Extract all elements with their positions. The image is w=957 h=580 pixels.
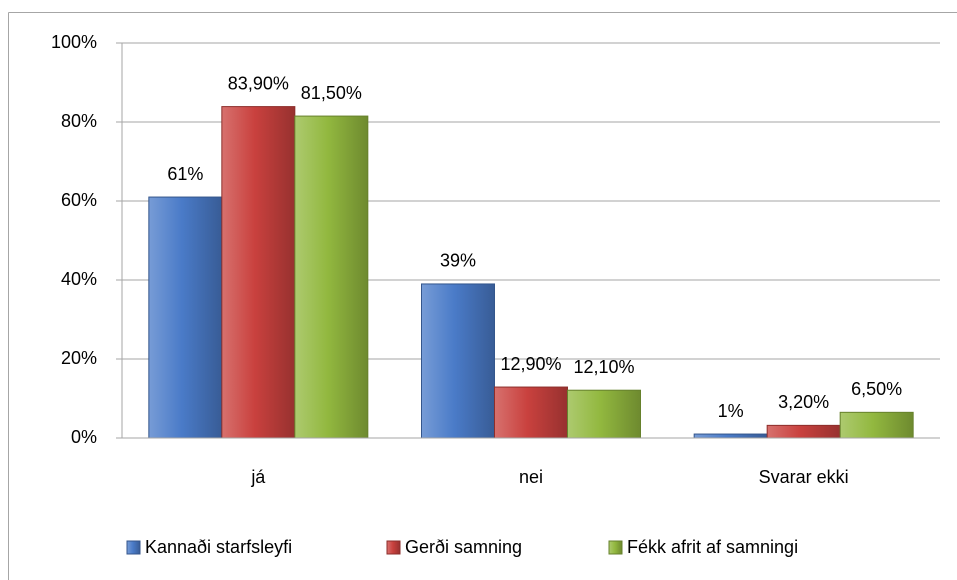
y-tick-label: 80% [61, 111, 97, 131]
x-tick-label: já [250, 467, 266, 487]
bar [221, 106, 296, 439]
y-tick-label: 0% [71, 427, 97, 447]
legend-label: Kannaði starfsleyfi [145, 537, 292, 557]
legend-swatch [126, 540, 141, 555]
data-label: 3,20% [778, 392, 829, 412]
bar [839, 411, 914, 439]
data-label: 61% [167, 164, 203, 184]
legend-label: Gerði samning [405, 537, 522, 557]
bar [494, 386, 568, 439]
x-tick-label: nei [519, 467, 543, 487]
y-tick-label: 100% [51, 32, 97, 52]
data-label: 83,90% [228, 73, 289, 93]
data-label: 12,10% [573, 357, 634, 377]
bar [421, 283, 495, 439]
data-label: 39% [440, 251, 476, 271]
data-label: 6,50% [851, 379, 902, 399]
x-tick-label: Svarar ekki [759, 467, 849, 487]
legend-label: Fékk afrit af samningi [627, 537, 798, 557]
y-tick-label: 60% [61, 190, 97, 210]
y-tick-label: 20% [61, 348, 97, 368]
legend-swatch [386, 540, 401, 555]
bar [693, 433, 768, 439]
bar [567, 389, 641, 439]
bar [148, 196, 223, 439]
data-label: 12,90% [500, 354, 561, 374]
y-tick-label: 40% [61, 269, 97, 289]
data-label: 1% [718, 401, 744, 421]
data-label: 81,50% [301, 83, 362, 103]
bar [294, 115, 369, 439]
legend-swatch [608, 540, 623, 555]
bar [766, 424, 841, 439]
